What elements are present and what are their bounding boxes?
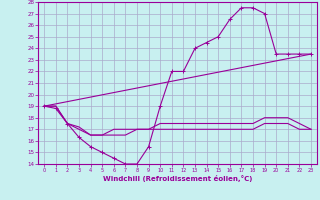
X-axis label: Windchill (Refroidissement éolien,°C): Windchill (Refroidissement éolien,°C) [103, 175, 252, 182]
